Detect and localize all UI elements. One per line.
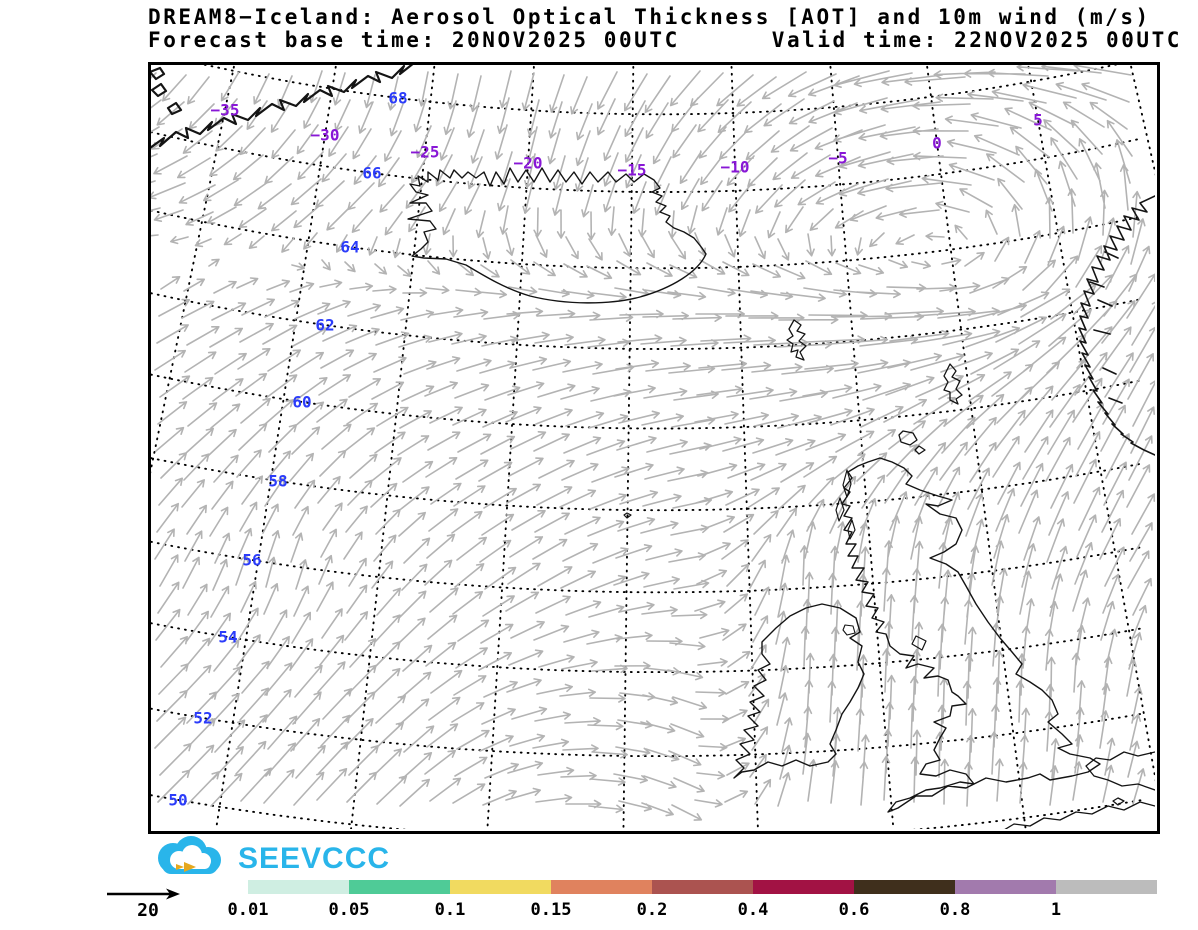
aot-colorbar [248,880,1157,894]
longitude-label: −5 [828,149,847,168]
aot-colorbar-labels: 0.01 0.05 0.1 0.15 0.2 0.4 0.6 0.8 1 [228,900,1157,922]
legend-value: 0.6 [838,900,870,920]
legend-value: 1 [1050,900,1062,920]
legend-value: 0.15 [530,900,572,920]
legend-swatch [955,880,1056,894]
wind-scale-value: 20 [137,900,159,921]
legend-swatch [349,880,450,894]
legend-swatch [753,880,854,894]
legend-value: 0.2 [636,900,668,920]
coastline-isle-of-man [911,635,927,651]
longitude-label: −20 [514,154,543,173]
legend-swatch [248,880,349,894]
wind-arrows [151,65,1155,821]
legend-swatch [652,880,753,894]
title-line-2: Forecast base time: 20NOV2025 00UTC Vali… [148,29,1182,52]
coastline-rockall [623,512,632,519]
coastlines [151,65,1155,829]
longitude-label: −10 [721,158,750,177]
coastline-greenland [151,65,414,149]
latitude-label: 52 [193,709,212,728]
chart-title: DREAM8−Iceland: Aerosol Optical Thicknes… [148,6,1182,52]
coastline-norway [1078,195,1155,456]
valid-time: Valid time: 22NOV2025 00UTC [771,28,1182,52]
longitude-label: −15 [618,161,647,180]
aot-legend: 0.01 0.05 0.1 0.15 0.2 0.4 0.6 0.8 1 [228,880,1157,928]
legend-swatch [450,880,551,894]
legend-swatch [854,880,955,894]
latitude-label: 54 [218,628,237,647]
legend-value: 0.05 [328,900,370,920]
legend-value: 0.4 [737,900,769,920]
legend-value: 0.8 [939,900,971,920]
latitude-label: 62 [315,316,334,335]
latitude-label: 58 [268,472,287,491]
coastline-ireland [733,603,865,779]
coastline-shetland [943,363,963,405]
seevccc-cloud-icon [158,836,221,874]
parallel-lines [151,65,1142,829]
longitude-label: −35 [211,101,240,120]
latitude-label: 68 [388,89,407,108]
legend-value: 0.1 [434,900,466,920]
legend-swatch [551,880,652,894]
coastline-faroe-islands [786,319,807,361]
seevccc-logo-text: SEEVCCC [238,842,391,875]
latitude-label: 50 [168,791,187,810]
title-line-1: DREAM8−Iceland: Aerosol Optical Thicknes… [148,5,1151,29]
coastline-orkney [898,430,926,455]
latitude-label: 64 [340,238,359,257]
longitude-label: 5 [1033,111,1043,130]
wind-scale-reference: 20 [100,882,200,926]
latitude-label: 56 [242,551,261,570]
seevccc-logo: SEEVCCC [146,836,390,882]
wind-arrow-field [151,65,1155,821]
longitude-label: 0 [932,134,942,153]
latitude-label: 60 [292,393,311,412]
coastline-great-britain [841,457,1101,813]
latitude-label: 66 [362,164,381,183]
coastline-iceland [407,167,707,304]
forecast-base-time: Forecast base time: 20NOV2025 00UTC [148,28,680,52]
legend-value: 0.01 [227,900,269,920]
longitude-label: −25 [411,143,440,162]
coastline-lough-neagh [842,624,856,636]
legend-swatch [1056,880,1157,894]
wind-scale-arrow-icon [107,888,180,900]
longitude-label: −30 [311,126,340,145]
coastline-france-channel [1004,751,1155,829]
